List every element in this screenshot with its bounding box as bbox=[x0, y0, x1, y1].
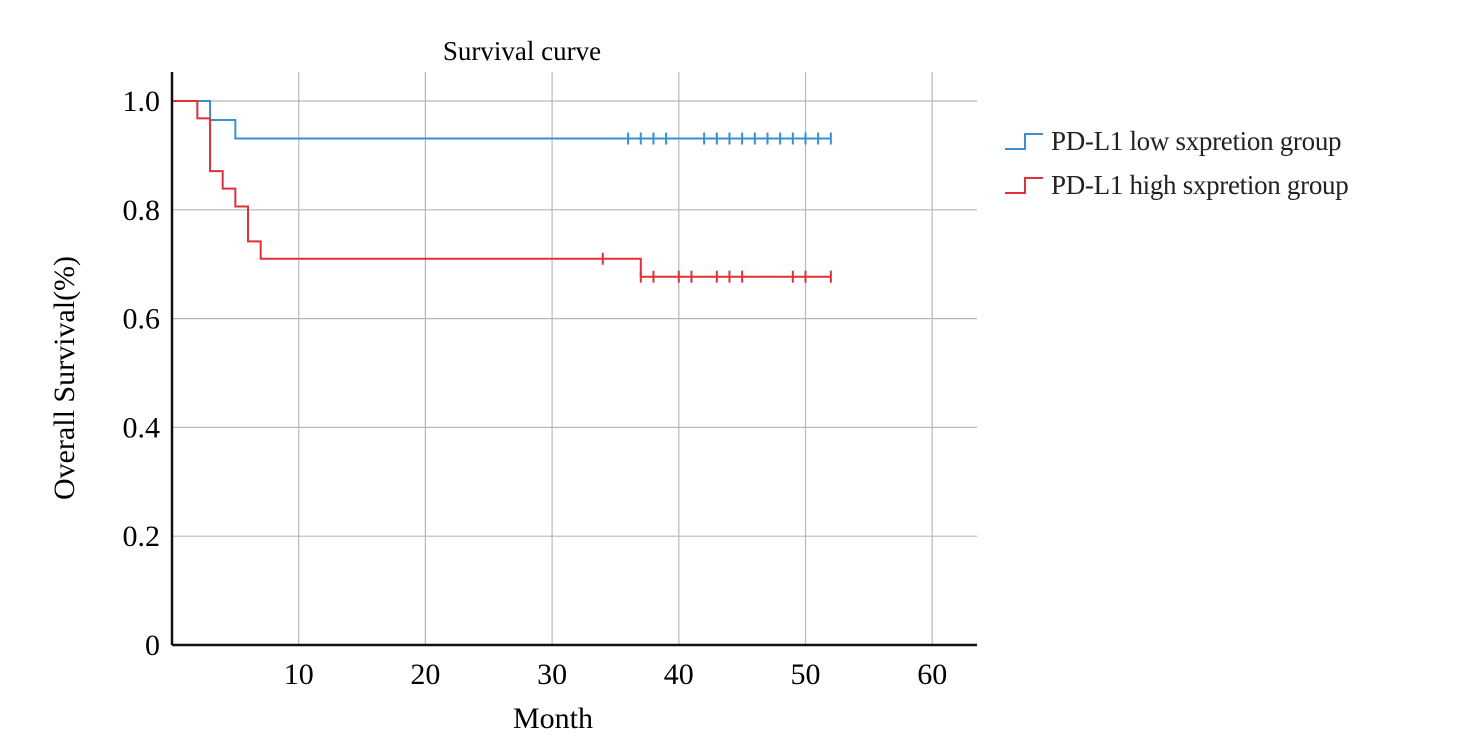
chart-title: Survival curve bbox=[443, 36, 601, 66]
x-tick-label: 20 bbox=[410, 658, 440, 691]
x-tick-label: 30 bbox=[537, 658, 567, 691]
y-tick-label: 0.8 bbox=[123, 194, 161, 227]
legend-step-low bbox=[1005, 133, 1043, 150]
legend-item-low: PD-L1 low sxpretion group bbox=[1003, 120, 1348, 162]
series-line-0 bbox=[172, 100, 831, 140]
y-tick-label: 1.0 bbox=[123, 85, 161, 118]
x-axis-title: Month bbox=[513, 702, 593, 735]
y-axis-title: Overall Survival(%) bbox=[48, 256, 81, 500]
series-line-1 bbox=[172, 100, 831, 278]
legend-label-high: PD-L1 high sxpretion group bbox=[1051, 169, 1349, 200]
legend-step-high bbox=[1005, 177, 1043, 194]
legend-swatch-high bbox=[1005, 177, 1043, 194]
y-tick-label: 0.2 bbox=[123, 520, 161, 553]
axes bbox=[170, 72, 977, 647]
legend: PD-L1 low sxpretion group PD-L1 high sxp… bbox=[1003, 120, 1349, 208]
x-tick-label: 50 bbox=[791, 658, 821, 691]
y-tick-label: 0.6 bbox=[123, 303, 161, 336]
x-tick-label: 40 bbox=[664, 658, 694, 691]
legend-swatch-low bbox=[1005, 133, 1043, 150]
tick-labels: 10 20 30 40 50 60 0 0.2 0.4 0.6 0.8 1.0 bbox=[123, 85, 948, 691]
y-tick-label: 0 bbox=[145, 629, 160, 662]
grid-lines bbox=[172, 72, 977, 645]
series-layer bbox=[172, 100, 832, 283]
y-tick-label: 0.4 bbox=[123, 411, 161, 444]
x-tick-label: 60 bbox=[917, 658, 947, 691]
legend-item-high: PD-L1 high sxpretion group bbox=[1003, 164, 1349, 206]
legend-label-low: PD-L1 low sxpretion group bbox=[1051, 125, 1342, 156]
x-tick-label: 10 bbox=[284, 658, 314, 691]
